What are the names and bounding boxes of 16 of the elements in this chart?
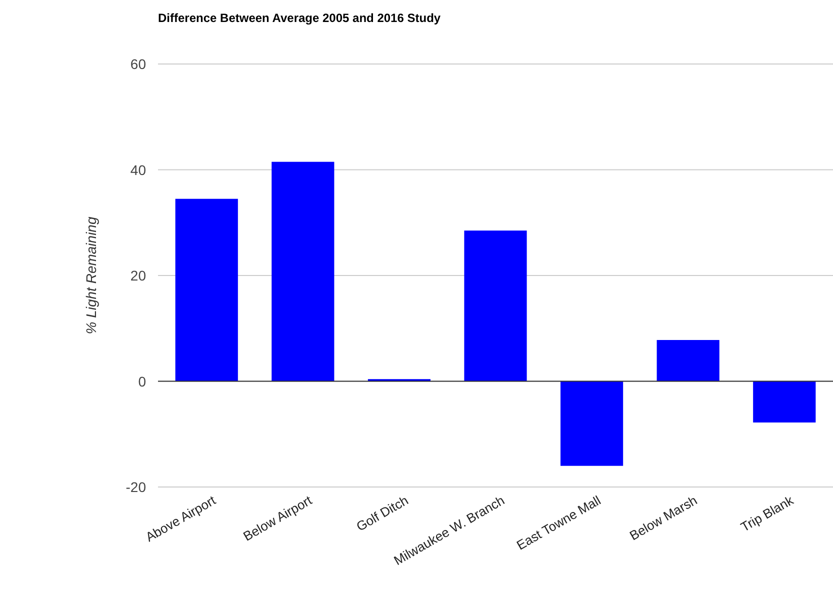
bar [272, 162, 334, 382]
y-tick-label: 0 [138, 373, 146, 390]
x-tick-label: East Towne Mall [514, 492, 604, 553]
bar [656, 340, 720, 382]
y-tick-label: -20 [126, 479, 146, 495]
bar [560, 381, 624, 466]
y-axis-title: % Light Remaining [83, 216, 99, 334]
bar [464, 230, 527, 382]
x-tick-label: Golf Ditch [354, 492, 411, 534]
bar [175, 198, 238, 382]
y-tick-label: 60 [130, 56, 146, 72]
y-tick-label: 20 [130, 268, 146, 284]
y-tick-label: 40 [130, 162, 146, 178]
bar [753, 381, 816, 422]
chart-title: Difference Between Average 2005 and 2016 Study [158, 11, 441, 25]
x-tick-label: Trip Blank [738, 492, 796, 535]
